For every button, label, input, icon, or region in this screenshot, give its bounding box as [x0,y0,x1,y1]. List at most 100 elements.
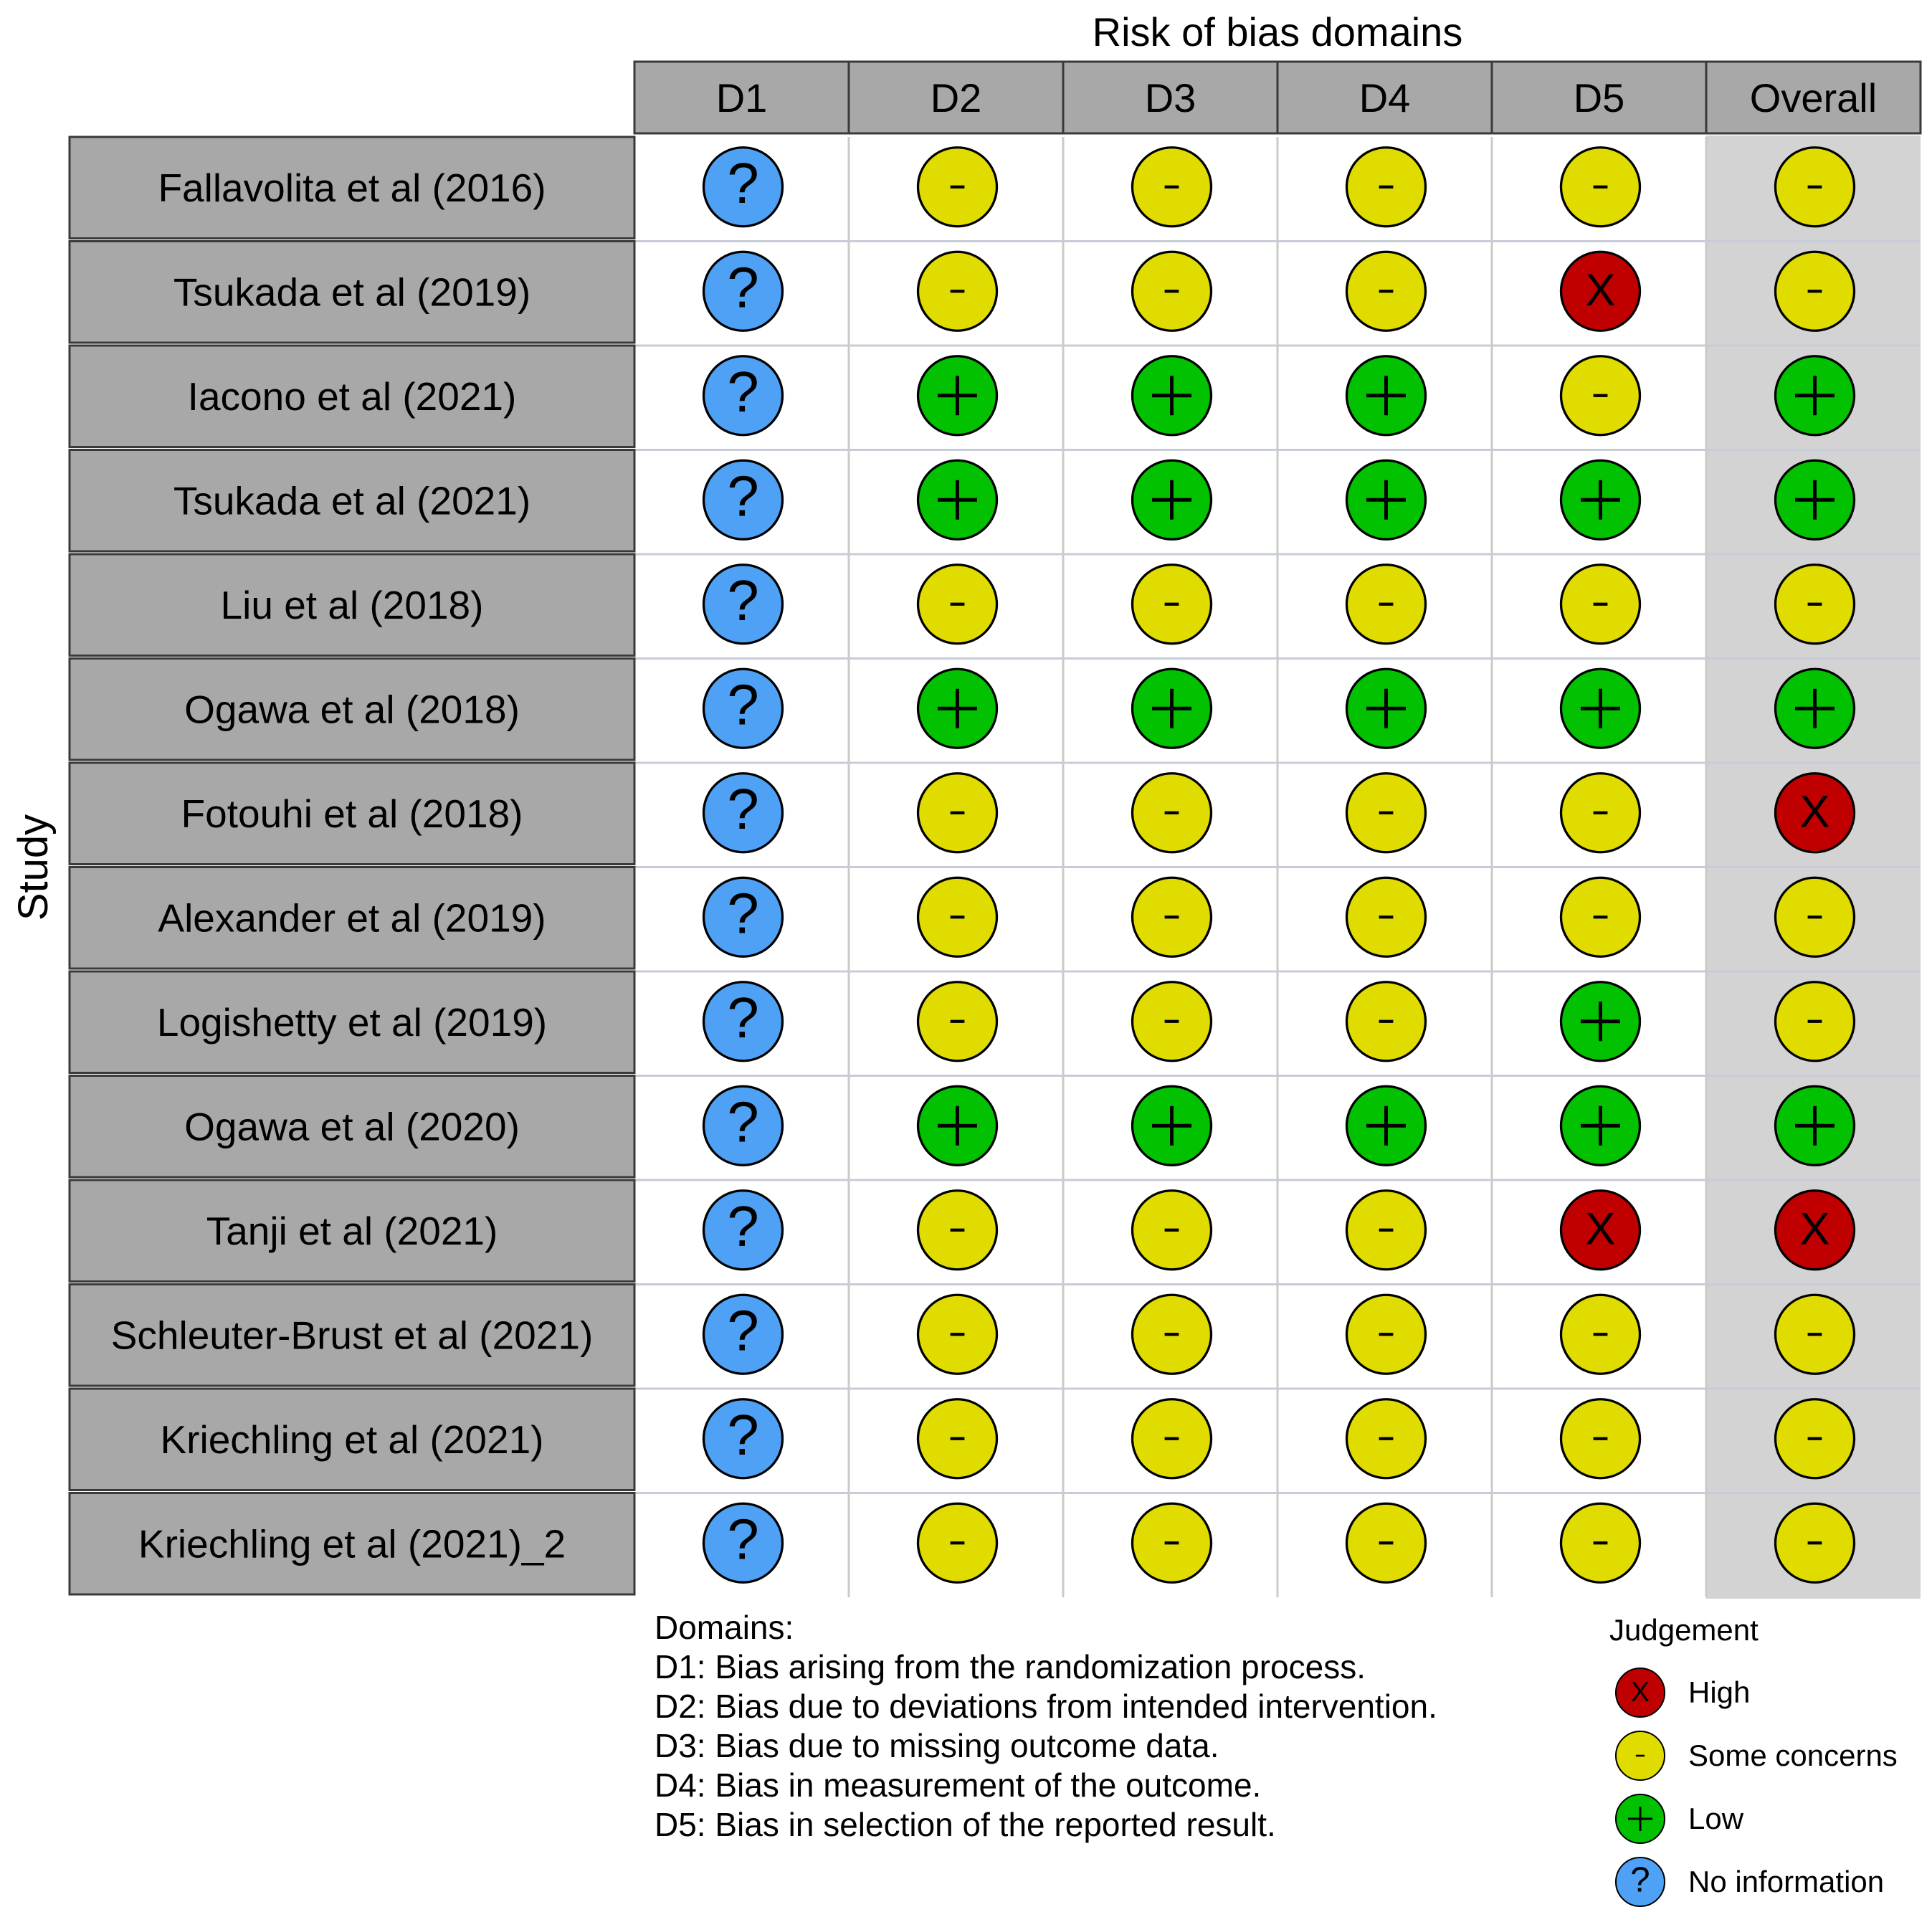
judgement-mark [1561,774,1640,852]
judgement-mark [918,877,997,956]
judgement-mark [1133,565,1212,644]
judgement-mark [1776,669,1855,748]
judgement-mark: ? [704,877,783,956]
judgement-mark [918,356,997,435]
domain-header-label: D4 [1359,75,1411,120]
judgement-mark: ? [704,1295,783,1374]
judgement-mark [1133,460,1212,539]
judgement-mark [1561,669,1640,748]
judgement-mark [1347,1191,1426,1270]
judgement-mark [918,148,997,227]
judgement-mark [1776,1295,1855,1374]
study-label: Tanji et al (2021) [206,1209,498,1253]
judgement-x-symbol: X [1799,787,1829,837]
judgement-question-symbol: ? [727,672,758,736]
judgement-mark [1776,1399,1855,1478]
judgement-mark [1561,1295,1640,1374]
judgement-mark: ? [704,1086,783,1165]
judgement-mark: X [1776,774,1855,852]
judgement-mark [918,1295,997,1374]
judgement-mark [918,1399,997,1478]
judgement-mark [1561,982,1640,1061]
legend-label: High [1688,1675,1750,1709]
judgement-question-symbol: ? [727,986,758,1050]
judgement-mark [918,982,997,1061]
judgement-mark [918,252,997,330]
judgement-mark [1347,774,1426,852]
judgement-mark: ? [704,1503,783,1582]
domain-header-row: D1 D2 D3 D4 D5 Overall [634,62,1921,133]
judgement-question-symbol: ? [727,777,758,841]
judgement-question-symbol: ? [727,1194,758,1258]
study-label-column: Fallavolita et al (2016)Tsukada et al (2… [70,137,634,1594]
judgement-mark [1347,1399,1426,1478]
study-label: Schleuter-Brust et al (2021) [111,1313,594,1357]
domain-header-label: D2 [931,75,982,120]
judgement-mark: ? [704,148,783,227]
judgement-mark [1347,565,1426,644]
judgement-mark: ? [704,356,783,435]
judgement-mark [1561,1086,1640,1165]
judgement-mark: ? [704,669,783,748]
judgement-mark [1561,356,1640,435]
judgement-mark [1133,1399,1212,1478]
judgement-mark [1133,877,1212,956]
judgement-mark [918,774,997,852]
judgement-legend: Judgement X High Some concerns Low ? No inform… [1609,1613,1898,1906]
study-label: Kriechling et al (2021)_2 [138,1521,566,1566]
judgement-mark [1347,252,1426,330]
chart-title: Risk of bias domains [1093,9,1463,54]
judgement-mark [1133,1503,1212,1582]
judgement-question-symbol: ? [727,255,758,319]
domain-header-label: Overall [1750,75,1877,120]
domains-caption-line: D4: Bias in measurement of the outcome. [655,1766,1261,1804]
judgement-mark [1133,774,1212,852]
judgement-mark [1347,356,1426,435]
study-label: Ogawa et al (2018) [184,687,520,731]
judgement-mark [1776,148,1855,227]
judgement-mark [918,1191,997,1270]
judgement-mark: ? [704,252,783,330]
judgement-question-symbol: ? [727,881,758,945]
legend-label: Low [1688,1802,1744,1835]
legend-item: ? No information [1616,1858,1884,1906]
judgement-mark [1561,148,1640,227]
judgement-question-symbol: ? [727,464,758,528]
judgement-mark [1347,982,1426,1061]
judgement-mark [1561,565,1640,644]
judgement-mark [1133,148,1212,227]
judgement-mark: X [1561,1191,1640,1270]
legend-question-symbol: ? [1630,1860,1650,1900]
judgement-question-symbol: ? [727,360,758,424]
judgement-mark: ? [704,565,783,644]
judgement-mark [1133,669,1212,748]
judgement-mark [918,1086,997,1165]
judgement-question-symbol: ? [727,569,758,632]
study-label: Logishetty et al (2019) [157,1000,547,1045]
judgement-mark: X [1776,1191,1855,1270]
domains-caption: Domains:D1: Bias arising from the random… [655,1609,1437,1843]
judgement-mark [1133,1191,1212,1270]
judgement-mark: ? [704,460,783,539]
domains-caption-line: D5: Bias in selection of the reported re… [655,1806,1276,1843]
judgement-mark [1561,460,1640,539]
legend-title: Judgement [1609,1613,1759,1647]
domain-header-label: D3 [1145,75,1196,120]
judgement-mark: X [1561,252,1640,330]
domains-caption-line: D2: Bias due to deviations from intended… [655,1688,1437,1725]
judgement-mark [918,460,997,539]
judgement-x-symbol: X [1799,1204,1829,1255]
legend-label: Some concerns [1688,1739,1898,1772]
judgement-mark [1561,1503,1640,1582]
legend-x-symbol: X [1631,1677,1650,1708]
domain-header-label: D1 [716,75,768,120]
judgement-mark [1776,565,1855,644]
study-label: Fallavolita et al (2016) [158,166,546,210]
domains-caption-heading: Domains: [655,1609,794,1646]
judgement-mark [1347,877,1426,956]
judgement-mark [1776,356,1855,435]
judgement-mark [1776,982,1855,1061]
judgement-mark [1347,669,1426,748]
study-label: Alexander et al (2019) [158,895,546,940]
judgement-mark [1347,1295,1426,1374]
